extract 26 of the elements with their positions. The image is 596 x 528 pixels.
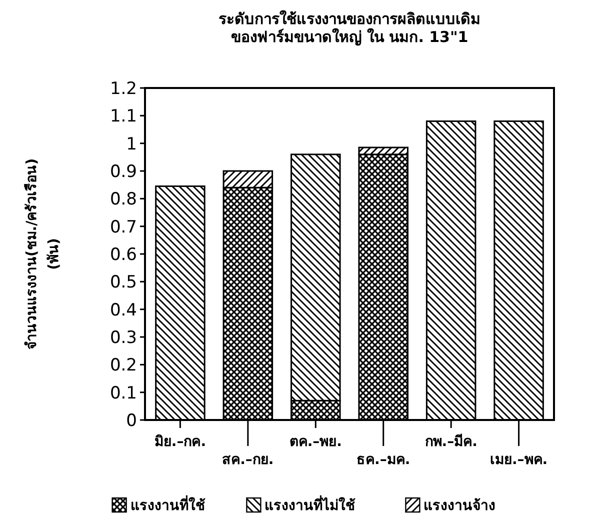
y-tick-label: 0.1 <box>110 383 137 404</box>
y-tick-label: 0.7 <box>110 217 137 238</box>
legend-label: แรงงานที่ไม่ใช้ <box>264 495 356 514</box>
y-tick-label: 0.4 <box>110 300 137 320</box>
y-tick-label: 0.5 <box>110 272 137 293</box>
legend-label: แรงงานจ้าง <box>424 498 496 514</box>
chart-title: ระดับการใช้แรงงานของการผลิตแบบเดิม <box>218 10 480 28</box>
y-axis-title: จำนวนแรงงาน(ชม./ครัวเรือน) <box>24 158 40 350</box>
x-tick-label: กพ.–มีค. <box>424 434 478 450</box>
x-tick-label: ตค.–พย. <box>289 434 342 450</box>
x-tick-label: ธค.–มค. <box>356 452 410 468</box>
x-tick-label: มิย.–กค. <box>154 434 206 450</box>
y-tick-label: 1.1 <box>110 106 137 127</box>
y-tick-label: 1.2 <box>110 78 137 99</box>
y-tick-label: 0.3 <box>110 328 137 348</box>
x-tick-label: เมย.–พค. <box>490 452 548 468</box>
y-tick-label: 1 <box>126 134 137 154</box>
y-tick-label: 0.8 <box>110 190 137 210</box>
y-tick-label: 0.6 <box>110 244 137 265</box>
y-tick-label: 0 <box>126 410 137 431</box>
chart-subtitle: ของฟาร์มขนาดใหญ่ ใน นมก. 13"1 <box>230 28 468 46</box>
y2-axis-title: (พัน) <box>46 238 62 270</box>
y-tick-label: 0.2 <box>110 356 137 376</box>
x-tick-label: สค.–กย. <box>222 452 274 468</box>
legend-label: แรงงานที่ใช้ <box>130 495 206 514</box>
y-tick-label: 0.9 <box>110 162 137 182</box>
